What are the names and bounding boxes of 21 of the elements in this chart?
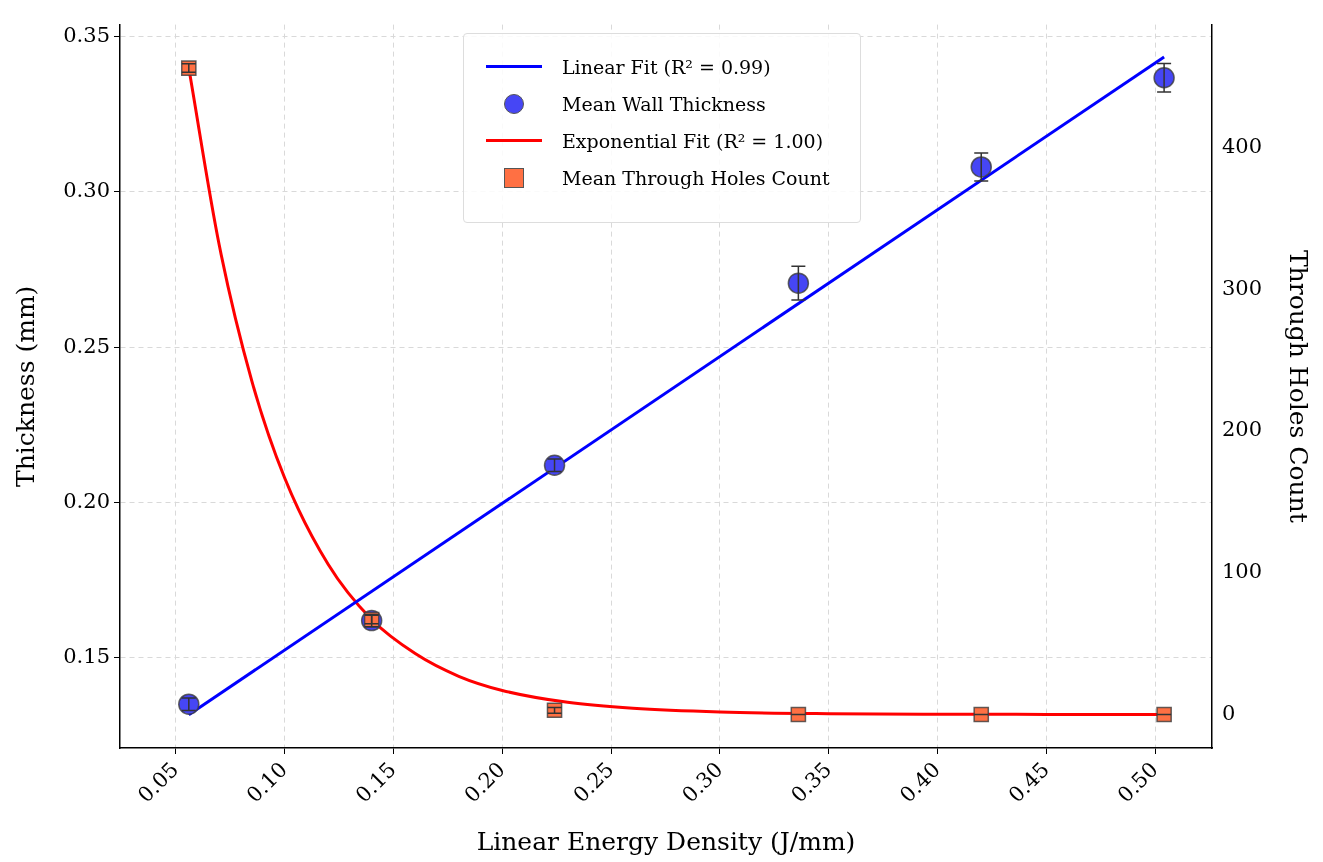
x-axis-title: Linear Energy Density (J/mm) [476,826,856,856]
y2-axis-title: Through Holes Count [1283,249,1313,523]
y2-tick-label: 0 [1222,701,1236,725]
y2-tick-label: 100 [1222,559,1263,584]
point [787,272,810,294]
legend-label: Exponential Fit (R² = 1.00) [562,129,824,152]
y-tick-label: 0.30 [63,178,110,203]
y-axis-title: Thickness (mm) [10,285,40,487]
y-tick-label: 0.35 [63,22,110,47]
point [1156,706,1172,723]
y2-tick-label: 300 [1222,275,1263,300]
legend-label: Mean Wall Thickness [562,92,766,115]
y2-tick-label: 200 [1222,417,1263,442]
point [973,706,990,723]
y-tick-label: 0.15 [63,644,110,669]
legend-label: Linear Fit (R² = 0.99) [562,55,771,78]
legend-label: Mean Through Holes Count [562,166,830,189]
point [790,706,807,723]
y-tick-label: 0.20 [63,488,110,513]
y-tick-label: 0.25 [63,333,110,358]
y2-tick-label: 400 [1222,133,1263,158]
